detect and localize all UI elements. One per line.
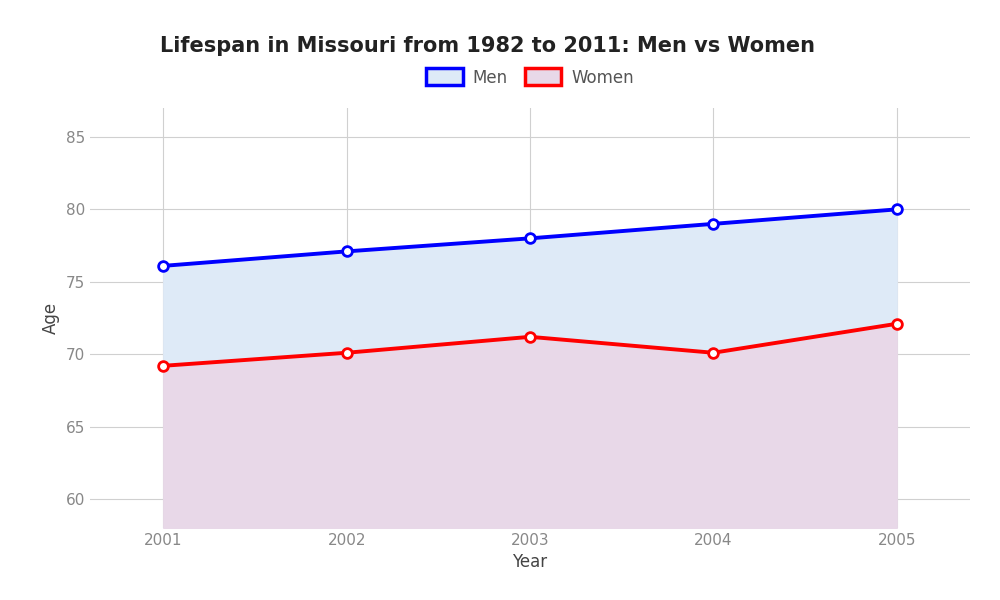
Text: Lifespan in Missouri from 1982 to 2011: Men vs Women: Lifespan in Missouri from 1982 to 2011: … bbox=[160, 37, 815, 56]
Legend: Men, Women: Men, Women bbox=[419, 62, 641, 93]
Y-axis label: Age: Age bbox=[42, 302, 60, 334]
X-axis label: Year: Year bbox=[512, 553, 548, 571]
